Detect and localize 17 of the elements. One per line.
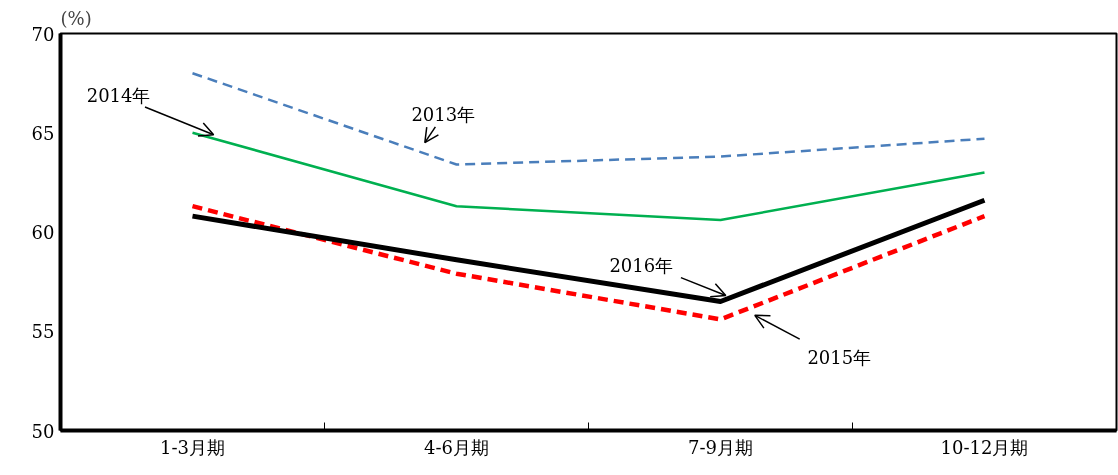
x-tick-label: 7-9月期: [688, 436, 754, 458]
text: 2014年: [86, 84, 151, 106]
line-series: [190, 203, 987, 322]
series-label: 2013年: [411, 104, 476, 126]
y-tick-label: 65: [31, 122, 55, 144]
line-series: [191, 71, 986, 166]
y-tick-label: 60: [31, 222, 55, 243]
x-tick-label: 10-12月期: [940, 436, 1029, 458]
x-tick-label: 4-6月期: [424, 436, 490, 458]
y-tick-label: 55: [31, 321, 55, 343]
y-tick-label: 50: [31, 420, 55, 442]
line-series: [191, 131, 986, 222]
x-tick-label: 1-3月期: [160, 436, 226, 458]
text: 2015年: [807, 346, 872, 368]
y-axis-title: (%): [60, 7, 92, 29]
series-label: 2016年: [609, 255, 674, 277]
y-tick-label: 70: [31, 23, 55, 45]
